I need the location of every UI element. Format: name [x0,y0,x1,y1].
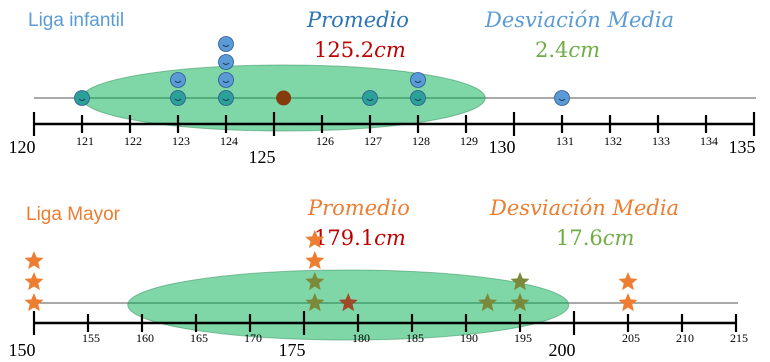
top-tick-label: 124 [220,134,238,148]
bottom-deviation-value: 17.6cm [556,226,634,250]
bottom-mean-value: 179.1cm [314,226,406,250]
top-tick-label: 133 [652,134,670,148]
top-data-point [410,72,426,88]
bottom-deviation-number: 17.6 [556,226,603,250]
bottom-data-point [305,293,325,312]
top-tick-label: 122 [124,134,142,148]
top-tick-label: 131 [556,134,574,148]
top-tick-label: 127 [364,134,382,148]
bottom-tick-label: 175 [279,340,306,360]
bottom-deviation-title: Desviación Media [490,196,680,220]
bottom-tick-label: 155 [82,331,100,345]
bottom-tick-label: 160 [136,331,154,345]
bottom-data-point [24,272,44,291]
top-data-point [74,90,90,106]
top-data-point [218,36,234,52]
top-data-point-face [222,98,230,101]
top-mean-unit: cm [374,38,406,62]
top-data-point [362,90,378,106]
bottom-league-label: Liga Mayor [26,204,120,225]
bottom-data-point [510,293,530,312]
top-tick-label: 128 [412,134,430,148]
bottom-tick-label: 210 [676,331,694,345]
top-mean-value: 125.2cm [314,38,406,62]
top-data-point [554,90,570,106]
top-data-point [218,54,234,70]
bottom-tick-label: 165 [190,331,208,345]
top-tick-label: 130 [489,137,516,157]
bottom-tick-label: 200 [549,340,576,360]
top-tick-label: 120 [9,137,36,157]
top-data-point [410,90,426,106]
bottom-deviation-unit: cm [602,226,635,250]
top-tick-label: 134 [700,134,718,148]
top-data-point [170,90,186,106]
top-mean-number: 125.2 [314,38,375,62]
top-deviation-value: 2.4cm [535,38,600,62]
top-deviation-unit: cm [568,38,601,62]
top-league-label: Liga infantil [28,10,125,31]
bottom-data-point [618,293,638,312]
top-tick-label: 126 [316,134,334,148]
bottom-data-point [305,272,325,291]
bottom-data-point [305,230,325,249]
top-tick-label: 123 [172,134,190,148]
bottom-tick-label: 215 [730,331,748,345]
bottom-data-point [24,293,44,312]
top-data-point [170,72,186,88]
top-tick-label: 135 [729,137,756,157]
bottom-data-point [478,293,498,312]
top-deviation-number: 2.4 [535,38,569,62]
bottom-data-point [24,251,44,270]
bottom-data-point [510,272,530,291]
top-data-point-face [222,80,230,83]
bottom-mean-number: 179.1 [314,226,375,250]
top-data-point-face [558,98,566,101]
top-data-point-face [222,44,230,47]
top-data-point-face [174,80,182,83]
top-tick-label: 129 [460,134,478,148]
bottom-tick-label: 170 [244,331,262,345]
top-data-point [218,90,234,106]
top-data-point [218,72,234,88]
bottom-data-point [618,272,638,291]
top-data-point-face [174,98,182,101]
top-mean-title: Promedio [307,8,409,32]
bottom-tick-label: 205 [622,331,640,345]
bottom-data-point [305,251,325,270]
top-data-point-face [78,98,86,101]
top-tick-label: 132 [604,134,622,148]
top-data-point-face [414,80,422,83]
bottom-tick-label: 195 [514,331,532,345]
top-tick-label: 121 [76,134,94,148]
bottom-tick-label: 190 [460,331,478,345]
bottom-mean-unit: cm [374,226,406,250]
top-deviation-title: Desviación Media [485,8,675,32]
bottom-tick-label: 180 [352,331,370,345]
bottom-mean-title: Promedio [308,196,410,220]
top-tick-label: 125 [249,147,276,167]
top-data-point-face [222,62,230,65]
bottom-tick-label: 150 [9,340,36,360]
top-mean-marker [276,90,292,106]
bottom-tick-label: 185 [406,331,424,345]
bottom-mean-marker [338,293,358,312]
top-data-point-face [414,98,422,101]
top-data-point-face [366,98,374,101]
